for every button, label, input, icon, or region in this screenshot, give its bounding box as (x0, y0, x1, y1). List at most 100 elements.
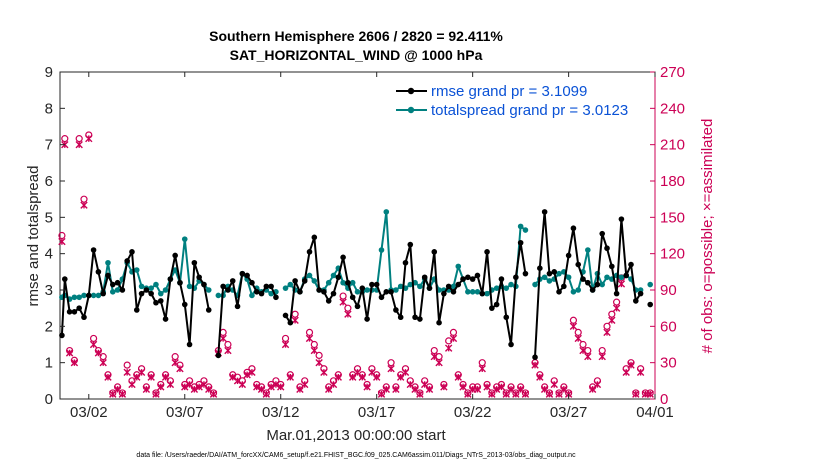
totalspread-point-2-46 (503, 285, 510, 291)
obs-assimilated-point-66 (372, 373, 381, 381)
obs-assimilated-point-24 (171, 358, 179, 367)
rmse-point-3-20 (628, 261, 634, 268)
rmse-point-1-12 (273, 294, 279, 301)
rmse-point-2-32 (436, 319, 442, 326)
rmse-point-0-6 (85, 292, 92, 299)
totalspread-point-2-40 (474, 289, 481, 295)
rmse-point-2-34 (445, 283, 452, 290)
totalspread-point-0-8 (95, 292, 102, 299)
totalspread-point-2-44 (493, 285, 500, 291)
obs-assimilated-point-9 (99, 358, 107, 367)
rmse-point-3-4 (551, 269, 558, 275)
totalspread-point-3-7 (565, 274, 572, 281)
obs-assimilated-point-40 (248, 368, 256, 377)
obs-assimilated-point-47 (281, 340, 290, 349)
rmse-point-2-30 (426, 285, 433, 291)
obs-assimilated-point-19 (147, 373, 155, 381)
rmse-point-1-10 (263, 283, 270, 290)
obs-assimilated-point-107 (574, 334, 582, 343)
totalspread-point-1-11 (268, 290, 274, 297)
rmse-point-2-20 (378, 294, 385, 301)
totalspread-point-3-15 (604, 274, 610, 281)
rmse-point-3-6 (561, 283, 567, 290)
x-tick-label-6: 04/01 (636, 404, 674, 421)
obs-assimilated-point-26 (181, 383, 189, 391)
totalspread-point-0-3 (71, 294, 78, 301)
rmse-point-2-9 (325, 298, 332, 304)
obs-assimilated-point-35 (224, 346, 232, 355)
plot-area (59, 71, 656, 400)
rmse-point-0-26 (181, 301, 188, 308)
rmse-point-2-42 (484, 249, 490, 255)
rmse-point-2-38 (465, 274, 471, 281)
totalspread-point-0-16 (133, 267, 140, 273)
obs-assimilated-point-111 (593, 380, 602, 389)
y-left-tick-label-1: 1 (45, 355, 53, 372)
totalspread-point-2-6 (311, 278, 318, 284)
obs-assimilated-point-78 (430, 352, 438, 361)
totalspread-point-3-0 (532, 281, 538, 288)
rmse-point-0-22 (162, 316, 169, 322)
y-right-tick-label-5: 150 (660, 209, 685, 226)
rmse-point-2-37 (460, 276, 466, 282)
rmse-point-2-0 (282, 312, 289, 319)
y-left-tick-label-9: 9 (45, 64, 53, 81)
totalspread-point-0-21 (157, 290, 164, 297)
rmse-point-3-13 (594, 281, 601, 288)
obs-assimilated-point-119 (632, 390, 640, 398)
rmse-point-3-14 (599, 230, 606, 237)
rmse-point-3-1 (537, 265, 543, 272)
totalspread-point-2-24 (397, 283, 404, 290)
totalspread-point-2-47 (508, 281, 514, 288)
obs-assimilated-point-21 (157, 383, 165, 391)
y-left-tick-label-0: 0 (45, 391, 53, 408)
obs-assimilated-point-38 (238, 380, 247, 389)
rmse-point-0-20 (153, 299, 159, 306)
legend-rmse-marker (407, 87, 415, 95)
rmse-point-2-11 (335, 274, 342, 281)
obs-assimilated-point-114 (608, 316, 616, 324)
totalspread-point-3-9 (575, 287, 582, 293)
obs-assimilated-point-112 (598, 352, 606, 361)
obs-assimilated-point-117 (622, 368, 630, 377)
y-left-tick-label-3: 3 (45, 282, 53, 299)
totalspread-point-2-49 (517, 223, 524, 230)
obs-assimilated-point-48 (286, 373, 295, 381)
obs-assimilated-point-64 (363, 383, 371, 391)
totalspread-point-0-20 (153, 281, 159, 288)
rmse-point-0-21 (157, 298, 164, 304)
obs-assimilated-point-18 (142, 385, 151, 394)
totalspread-point-3-5 (556, 270, 562, 277)
rmse-line-segment-0 (60, 249, 210, 346)
obs-assimilated-point-81 (444, 344, 453, 352)
totalspread-point-0-7 (90, 292, 97, 299)
rmse-point-2-33 (441, 290, 447, 297)
rmse-point-0-30 (201, 281, 207, 288)
obs-assimilated-point-108 (579, 346, 587, 355)
rmse-point-0-14 (124, 258, 130, 264)
obs-assimilated-point-99 (536, 373, 544, 381)
rmse-point-2-44 (493, 301, 500, 308)
obs-assimilated-point-45 (272, 380, 280, 389)
rmse-point-0-15 (129, 249, 135, 255)
obs-assimilated-point-115 (612, 304, 621, 312)
rmse-point-2-35 (450, 289, 457, 295)
totalspread-point-2-38 (465, 289, 471, 295)
obs-assimilated-point-55 (320, 368, 328, 377)
obs-assimilated-point-5 (80, 201, 88, 209)
obs-assimilated-point-109 (584, 352, 592, 361)
x-tick-label-0: 03/02 (70, 404, 108, 421)
totalspread-point-2-39 (469, 289, 476, 295)
obs-assimilated-point-32 (209, 390, 218, 398)
obs-assimilated-point-116 (617, 280, 626, 288)
rmse-point-2-43 (489, 305, 495, 311)
rmse-point-2-31 (431, 249, 438, 255)
rmse-point-1-3 (229, 278, 236, 284)
rmse-point-1-1 (220, 283, 226, 290)
rmse-point-3-21 (633, 298, 639, 304)
rmse-point-3-22 (637, 290, 644, 297)
obs-possible-point-14 (123, 361, 131, 369)
obs-assimilated-point-10 (104, 373, 112, 381)
rmse-point-1-6 (244, 272, 250, 279)
obs-assimilated-point-39 (243, 371, 251, 379)
